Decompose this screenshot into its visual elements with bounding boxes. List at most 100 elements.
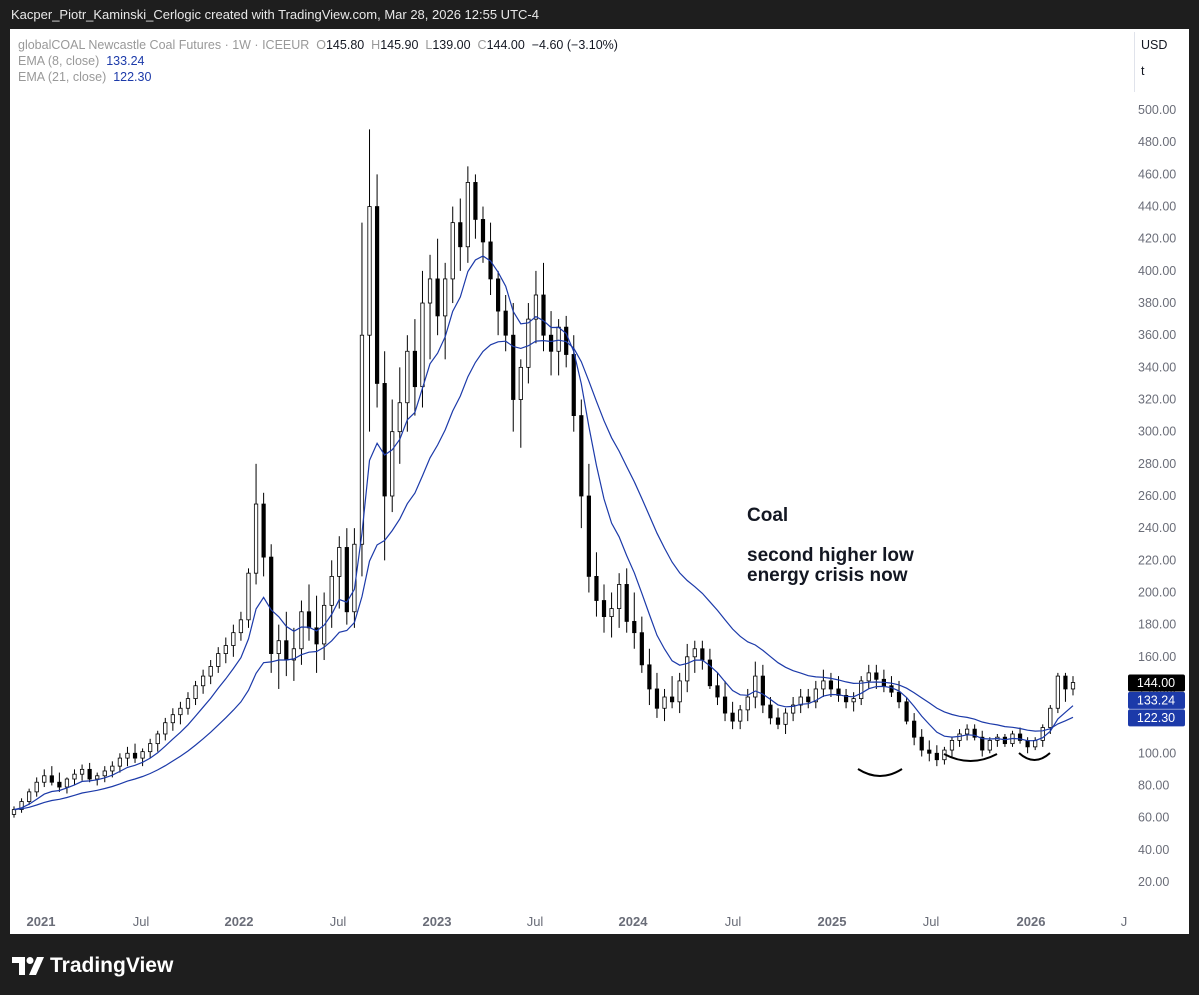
candle-body	[87, 768, 92, 780]
candle-body	[980, 736, 985, 751]
unit-per[interactable]: t	[1141, 64, 1145, 78]
y-tick-label: 300.00	[1138, 425, 1176, 439]
currency-unit[interactable]: USD	[1141, 38, 1168, 52]
low-value: 139.00	[432, 38, 471, 52]
candle-body	[367, 206, 372, 336]
candle-body	[473, 182, 478, 220]
symbol-row[interactable]: globalCOAL Newcastle Coal Futures · 1W ·…	[18, 37, 618, 53]
candle-body	[533, 294, 539, 320]
candle-body	[420, 302, 425, 388]
price-chart[interactable]: 20.0040.0060.0080.00100.00120.00140.0016…	[10, 29, 1189, 934]
candle-body	[1055, 675, 1060, 709]
candle-body	[715, 685, 720, 698]
candle-body	[707, 659, 713, 687]
x-tick-label: Jul	[330, 914, 347, 929]
candle-body	[329, 576, 334, 606]
candle-body	[64, 778, 70, 788]
candle-body	[556, 326, 561, 352]
y-tick-label: 260.00	[1138, 489, 1176, 503]
high-label: H	[371, 38, 381, 52]
candle-body	[685, 656, 690, 682]
x-tick-label: 2026	[1017, 914, 1046, 929]
y-tick-label: 320.00	[1138, 393, 1176, 407]
candle-body	[700, 648, 705, 661]
currency-selector[interactable]: USD t	[1134, 32, 1179, 92]
y-tick-label: 80.00	[1138, 778, 1169, 792]
candle-body	[692, 648, 697, 658]
candle-body	[783, 712, 788, 725]
candle-body	[276, 640, 281, 654]
candle-body	[662, 696, 667, 709]
candle-body	[299, 611, 304, 650]
candle-body	[57, 781, 62, 788]
brand-name: TradingView	[50, 954, 174, 977]
candle-body	[1040, 727, 1045, 741]
y-tick-label: 360.00	[1138, 328, 1176, 342]
candle-body	[140, 751, 145, 759]
candle-body	[269, 556, 274, 654]
candle-body	[541, 294, 546, 336]
x-tick-label: 2023	[423, 914, 452, 929]
candle-body	[949, 740, 955, 751]
ema8-line	[13, 255, 1074, 811]
candle-body	[148, 743, 153, 753]
y-tick-label: 420.00	[1138, 232, 1176, 246]
candle-body	[972, 728, 977, 738]
y-tick-label: 40.00	[1138, 843, 1169, 857]
candle-body	[669, 696, 675, 703]
ema21-badge-text: 122.30	[1137, 711, 1175, 725]
candle-body	[1063, 675, 1068, 690]
ema8-label: EMA (8, close)	[18, 54, 100, 68]
candle-body	[253, 503, 259, 574]
high-value: 145.90	[380, 38, 419, 52]
candle-body	[132, 752, 138, 759]
candle-body	[1025, 740, 1030, 748]
y-tick-label: 400.00	[1138, 264, 1176, 278]
candle-body	[927, 749, 932, 754]
ema8-row[interactable]: EMA (8, close) 133.24	[18, 53, 618, 69]
candle-body	[511, 334, 516, 400]
last-price-badge-text: 144.00	[1137, 676, 1175, 690]
candle-body	[125, 752, 130, 759]
candle-body	[314, 627, 319, 645]
candle-body	[798, 696, 803, 706]
candle-body	[609, 608, 614, 617]
y-tick-label: 460.00	[1138, 167, 1176, 181]
candle-body	[201, 675, 206, 687]
candle-body	[291, 648, 296, 661]
tradingview-logo[interactable]: TradingView	[12, 952, 173, 980]
candle-body	[185, 698, 191, 709]
candle-body	[193, 685, 198, 700]
higher-low-arc	[857, 768, 903, 777]
candle-body	[337, 547, 342, 577]
candle-body	[859, 680, 864, 700]
higher-low-arc	[1018, 752, 1051, 761]
ema8-value: 133.24	[106, 54, 145, 68]
change-value: −4.60 (−3.10%)	[531, 38, 618, 52]
annotation-line2: energy crisis now	[747, 565, 908, 586]
candle-body	[246, 572, 251, 621]
chart-panel[interactable]: 20.0040.0060.0080.00100.00120.00140.0016…	[10, 29, 1189, 934]
tradingview-logo-icon	[12, 957, 44, 975]
x-tick-label: Jul	[725, 914, 742, 929]
candle-body	[458, 222, 463, 248]
candle-body	[601, 600, 607, 618]
open-value: 145.80	[325, 38, 365, 52]
ema21-row[interactable]: EMA (21, close) 122.30	[18, 69, 618, 85]
x-tick-label: 2024	[619, 914, 649, 929]
ema8-badge-bg	[1128, 691, 1185, 709]
candle-body	[443, 278, 448, 317]
x-tick-label: Jul	[527, 914, 544, 929]
candle-body	[813, 688, 818, 703]
candle-body	[170, 714, 175, 724]
candle-body	[110, 765, 115, 772]
close-value: 144.00	[486, 38, 525, 52]
candle-body	[405, 350, 410, 404]
candle-body	[843, 694, 849, 703]
attribution-text: Kacper_Piotr_Kaminski_Cerlogic created w…	[11, 7, 539, 22]
candle-body	[496, 278, 501, 312]
candle-body	[874, 672, 879, 680]
annotation-line1: second higher low	[747, 545, 914, 566]
candle-body	[163, 722, 168, 735]
y-tick-label: 440.00	[1138, 200, 1176, 214]
